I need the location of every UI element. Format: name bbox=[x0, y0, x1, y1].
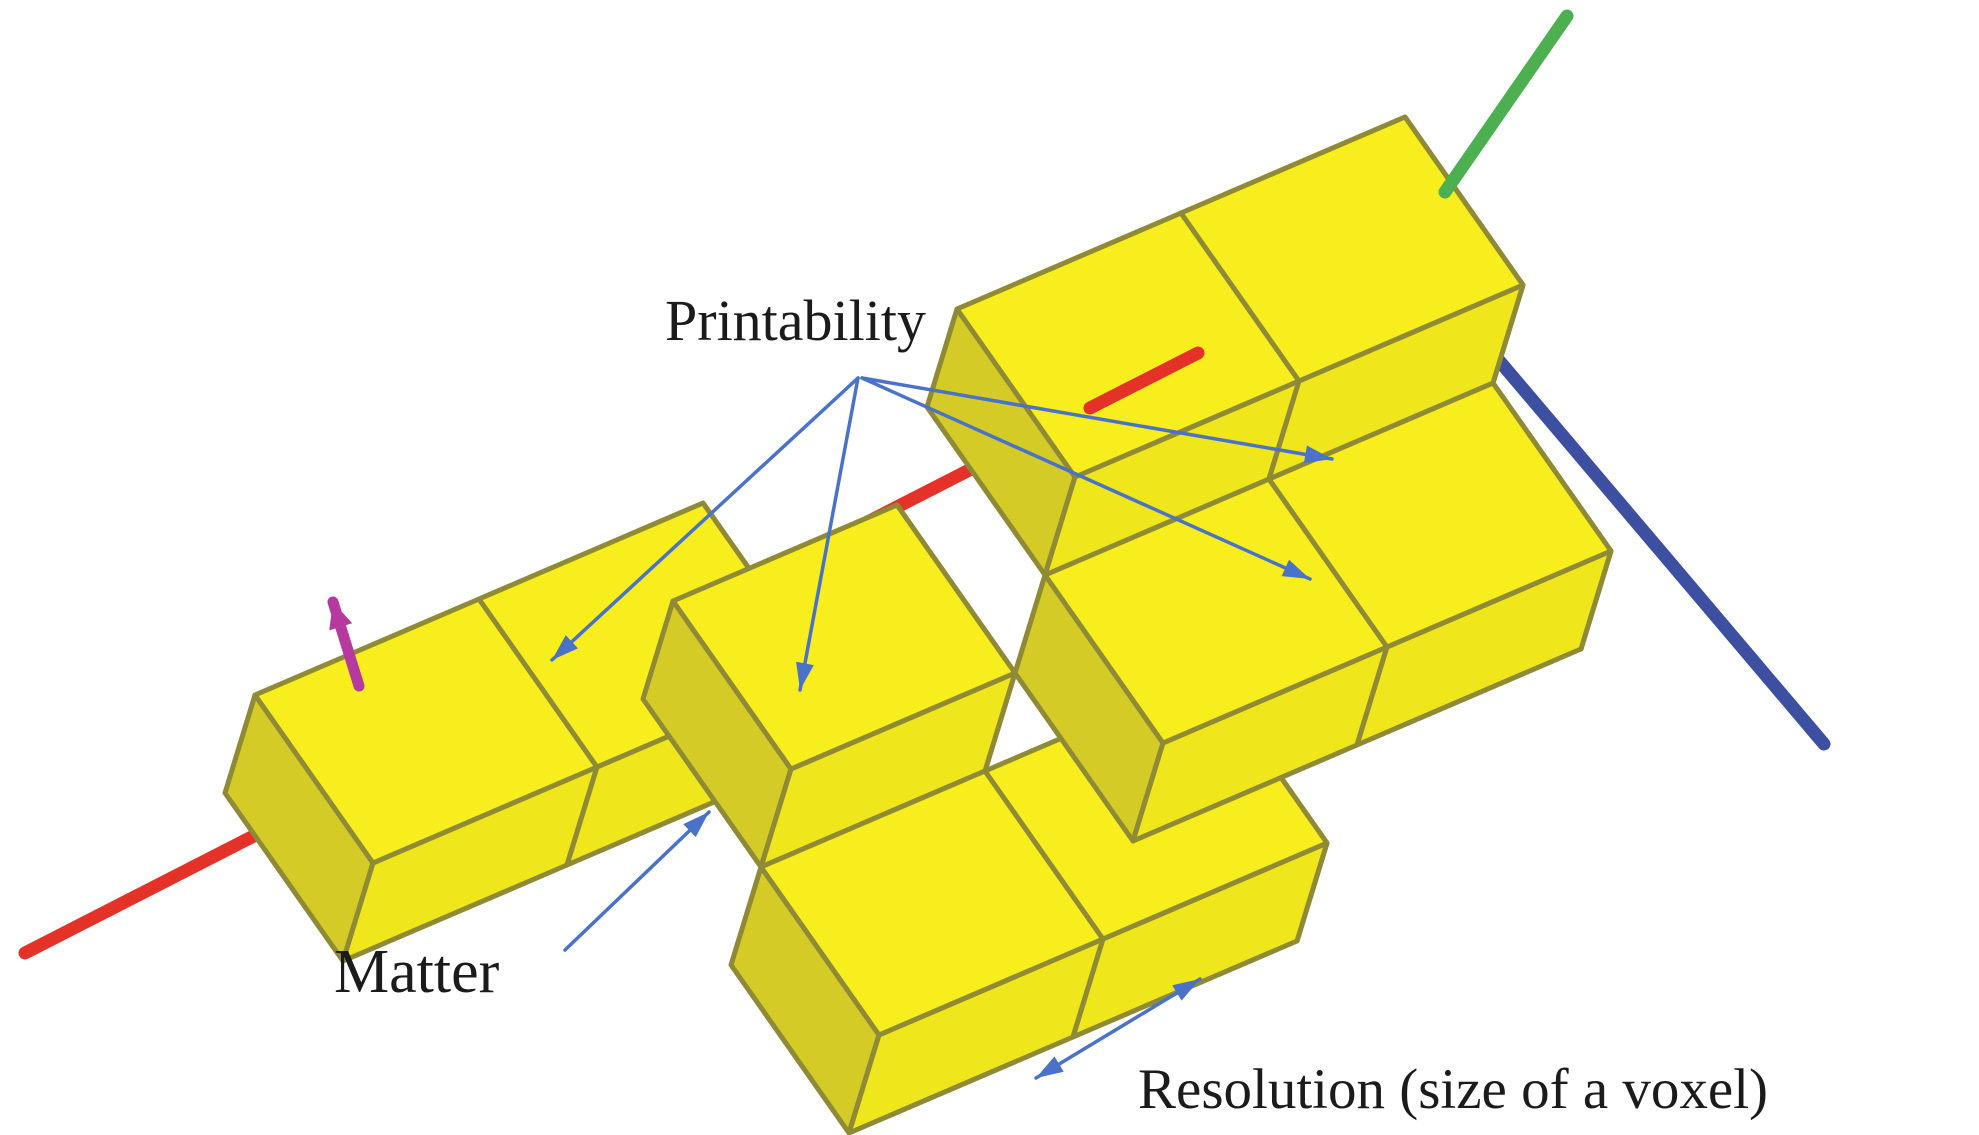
magenta-normal-arrow-head bbox=[329, 602, 353, 631]
printability-label: Printability bbox=[665, 288, 926, 353]
x-axis-red-tip bbox=[1083, 346, 1205, 415]
annotation-arrows bbox=[550, 376, 1334, 1080]
printability-arrow-right-upper bbox=[860, 376, 1334, 461]
printability-arrow-left bbox=[550, 376, 860, 662]
voxel-top-face bbox=[1178, 114, 1526, 384]
matter-label: Matter bbox=[334, 938, 500, 1006]
axes-front bbox=[327, 9, 1574, 692]
voxel-cube bbox=[1178, 114, 1526, 482]
printability-arrow-left-head bbox=[552, 635, 578, 660]
voxel-cube bbox=[640, 502, 1018, 870]
resolution-arrow-head bbox=[1172, 979, 1200, 1001]
matter-arrow-head bbox=[683, 812, 709, 838]
render-root bbox=[18, 9, 1831, 1135]
z-axis-blue-line bbox=[1445, 298, 1831, 751]
voxel-cube bbox=[1266, 380, 1614, 748]
y-axis-green-line bbox=[1438, 9, 1574, 199]
printability-arrow-middle bbox=[798, 376, 860, 692]
resolution-arrow bbox=[1034, 977, 1202, 1080]
voxel-cubes bbox=[222, 114, 1614, 1135]
voxel-cube bbox=[728, 768, 1106, 1135]
matter-arrow bbox=[563, 810, 711, 952]
printability-arrow-right-upper-head bbox=[1303, 445, 1332, 464]
resolution-label: Resolution (size of a voxel) bbox=[1138, 1058, 1768, 1121]
printability-arrow-right-lower bbox=[860, 376, 1312, 581]
resolution-arrow-head-start bbox=[1036, 1056, 1064, 1078]
voxel-cube bbox=[222, 596, 600, 964]
printability-arrow-middle-head bbox=[796, 661, 814, 690]
printability-arrow-right-lower-head bbox=[1281, 559, 1310, 579]
